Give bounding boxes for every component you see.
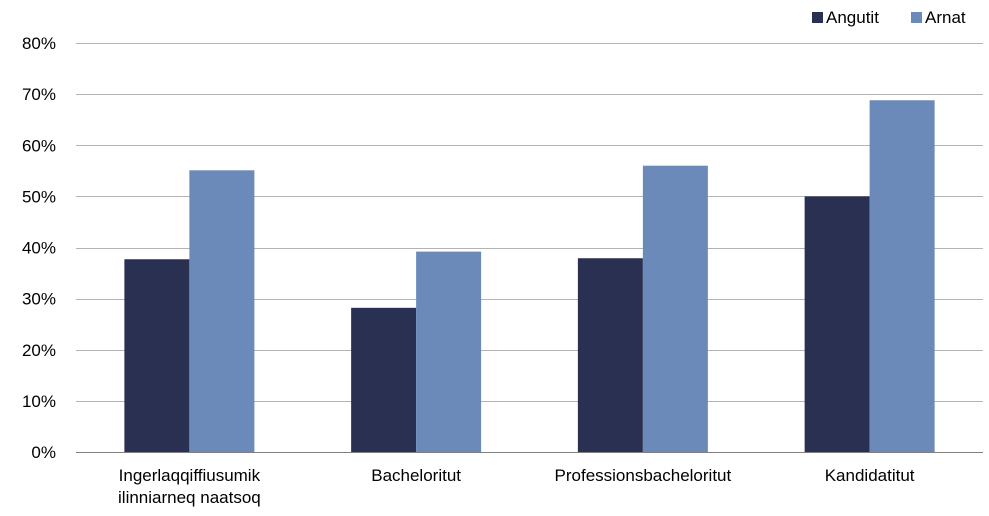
bar-arnat-2 bbox=[642, 165, 708, 452]
bar-arnat-3 bbox=[869, 100, 935, 452]
x-category-label-line: ilinniarneq naatsoq bbox=[118, 488, 261, 507]
x-category-label: Ingerlaqqiffiusumik ilinniarneq naatsoq bbox=[118, 466, 261, 507]
bars bbox=[124, 100, 935, 452]
legend-label-arnat: Arnat bbox=[925, 8, 966, 27]
bar-angutit-2 bbox=[577, 258, 643, 452]
y-tick-label: 60% bbox=[22, 136, 56, 155]
axes: 0% 10% 20% 30% 40% 50% 60% 70% 80% Ingerlaqqiffiu… bbox=[22, 34, 983, 507]
legend-swatch-arnat bbox=[911, 12, 922, 23]
y-tick-label: 40% bbox=[22, 239, 56, 258]
y-tick-label: 0% bbox=[31, 443, 56, 462]
legend-label-angutit: Angutit bbox=[826, 8, 879, 27]
bar-angutit-3 bbox=[804, 196, 870, 452]
x-category-label-line: Professionsbacheloritut bbox=[555, 466, 732, 485]
x-category-label-line: Bacheloritut bbox=[371, 466, 461, 485]
x-category-label: Kandidatitut bbox=[825, 466, 915, 485]
y-tick-label: 20% bbox=[22, 341, 56, 360]
x-category-label: Professionsbacheloritut bbox=[555, 466, 732, 485]
bar-angutit-0 bbox=[124, 259, 190, 452]
x-category-label-line: Kandidatitut bbox=[825, 466, 915, 485]
y-tick-label: 10% bbox=[22, 392, 56, 411]
legend-swatch-angutit bbox=[812, 12, 823, 23]
legend: Angutit Arnat bbox=[812, 8, 966, 27]
bar-angutit-1 bbox=[351, 307, 417, 452]
x-category-label-line: Ingerlaqqiffiusumik bbox=[119, 466, 261, 485]
bar-arnat-0 bbox=[189, 170, 255, 452]
y-tick-label: 70% bbox=[22, 85, 56, 104]
x-category-label: Bacheloritut bbox=[371, 466, 461, 485]
y-tick-label: 50% bbox=[22, 187, 56, 206]
bar-arnat-1 bbox=[416, 251, 482, 452]
y-tick-label: 80% bbox=[22, 34, 56, 53]
y-tick-label: 30% bbox=[22, 290, 56, 309]
